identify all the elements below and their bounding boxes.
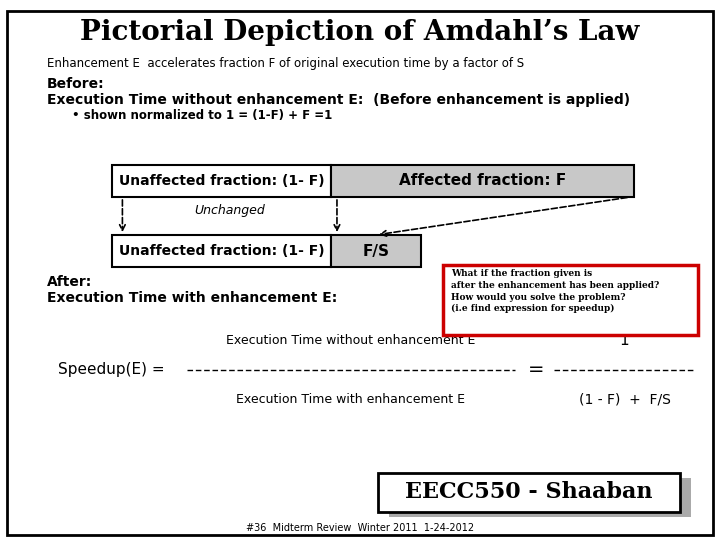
Text: Unchanged: Unchanged [194, 204, 265, 217]
Text: F/S: F/S [363, 244, 390, 259]
Text: (1 - F)  +  F/S: (1 - F) + F/S [579, 393, 670, 407]
Text: Execution Time without enhancement E:  (Before enhancement is applied): Execution Time without enhancement E: (B… [47, 93, 630, 107]
Text: What if the fraction given is
after the enhancement has been applied?
How would : What if the fraction given is after the … [451, 269, 660, 314]
Bar [389, 478, 691, 517]
Text: #36  Midterm Review  Winter 2011  1-24-2012: #36 Midterm Review Winter 2011 1-24-2012 [246, 523, 474, 533]
Text: • shown normalized to 1 = (1-F) + F =1: • shown normalized to 1 = (1-F) + F =1 [72, 109, 332, 122]
Text: Speedup(E) =: Speedup(E) = [58, 362, 164, 377]
Text: Execution Time with enhancement E:: Execution Time with enhancement E: [47, 291, 337, 305]
Text: Before:: Before: [47, 77, 104, 91]
Text: After:: After: [47, 275, 92, 289]
Bar [378, 473, 680, 512]
Bar [112, 235, 331, 267]
Text: EECC550 - Shaaban: EECC550 - Shaaban [405, 482, 653, 503]
Text: 1: 1 [620, 333, 629, 348]
Bar [112, 165, 331, 197]
Text: Execution Time with enhancement E: Execution Time with enhancement E [236, 393, 466, 406]
Bar [443, 265, 698, 335]
Text: Unaffected fraction: (1- F): Unaffected fraction: (1- F) [119, 244, 324, 258]
Bar [331, 165, 634, 197]
Text: Pictorial Depiction of Amdahl’s Law: Pictorial Depiction of Amdahl’s Law [81, 19, 639, 46]
Text: Execution Time without enhancement E: Execution Time without enhancement E [226, 334, 476, 347]
Bar [331, 235, 421, 267]
Text: Affected fraction: F: Affected fraction: F [399, 173, 566, 188]
Text: Enhancement E  accelerates fraction F of original execution time by a factor of : Enhancement E accelerates fraction F of … [47, 57, 524, 70]
Text: =: = [528, 360, 544, 380]
Text: Unaffected fraction: (1- F): Unaffected fraction: (1- F) [119, 174, 324, 188]
